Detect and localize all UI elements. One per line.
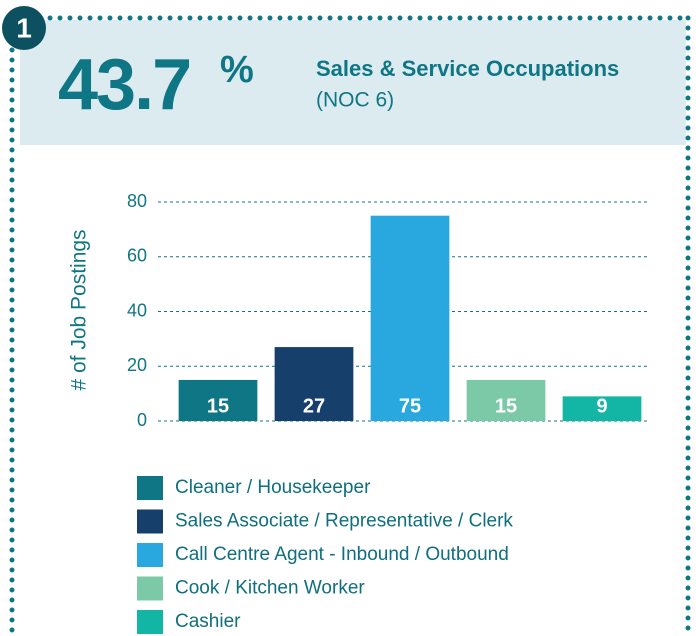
legend-swatch [137,543,163,567]
bar [178,379,258,421]
value-label: 9 [596,395,607,417]
legend-label: Cashier [175,611,241,632]
headline-value: 43.7 [58,45,190,125]
y-axis-label: # of Job Postings [68,229,91,390]
headline-unit: % [220,49,254,91]
y-tick-label: 60 [127,246,147,266]
badge-number: 1 [16,12,32,43]
value-label: 75 [399,395,421,417]
y-tick-label: 20 [127,355,147,375]
header-title: Sales & Service Occupations [316,56,619,81]
y-tick-label: 40 [127,300,147,320]
bar [370,215,450,421]
legend-label: Cook / Kitchen Worker [175,578,365,599]
legend-swatch [137,610,163,634]
legend-swatch [137,576,163,601]
y-tick-label: 80 [127,191,147,211]
y-tick-label: 0 [137,410,147,430]
legend-swatch [137,509,163,534]
badge [2,6,46,50]
legend-label: Call Centre Agent - Inbound / Outbound [175,544,509,565]
bar [562,396,642,421]
legend-label: Sales Associate / Representative / Clerk [175,511,513,532]
value-label: 15 [207,395,229,417]
legend-swatch [137,476,163,500]
bar [274,347,354,421]
header-band [20,20,686,145]
bar [466,379,546,421]
value-label: 15 [495,395,517,417]
header-subtitle: (NOC 6) [316,89,394,112]
legend-label: Cleaner / Housekeeper [175,477,371,498]
value-label: 27 [303,395,325,417]
